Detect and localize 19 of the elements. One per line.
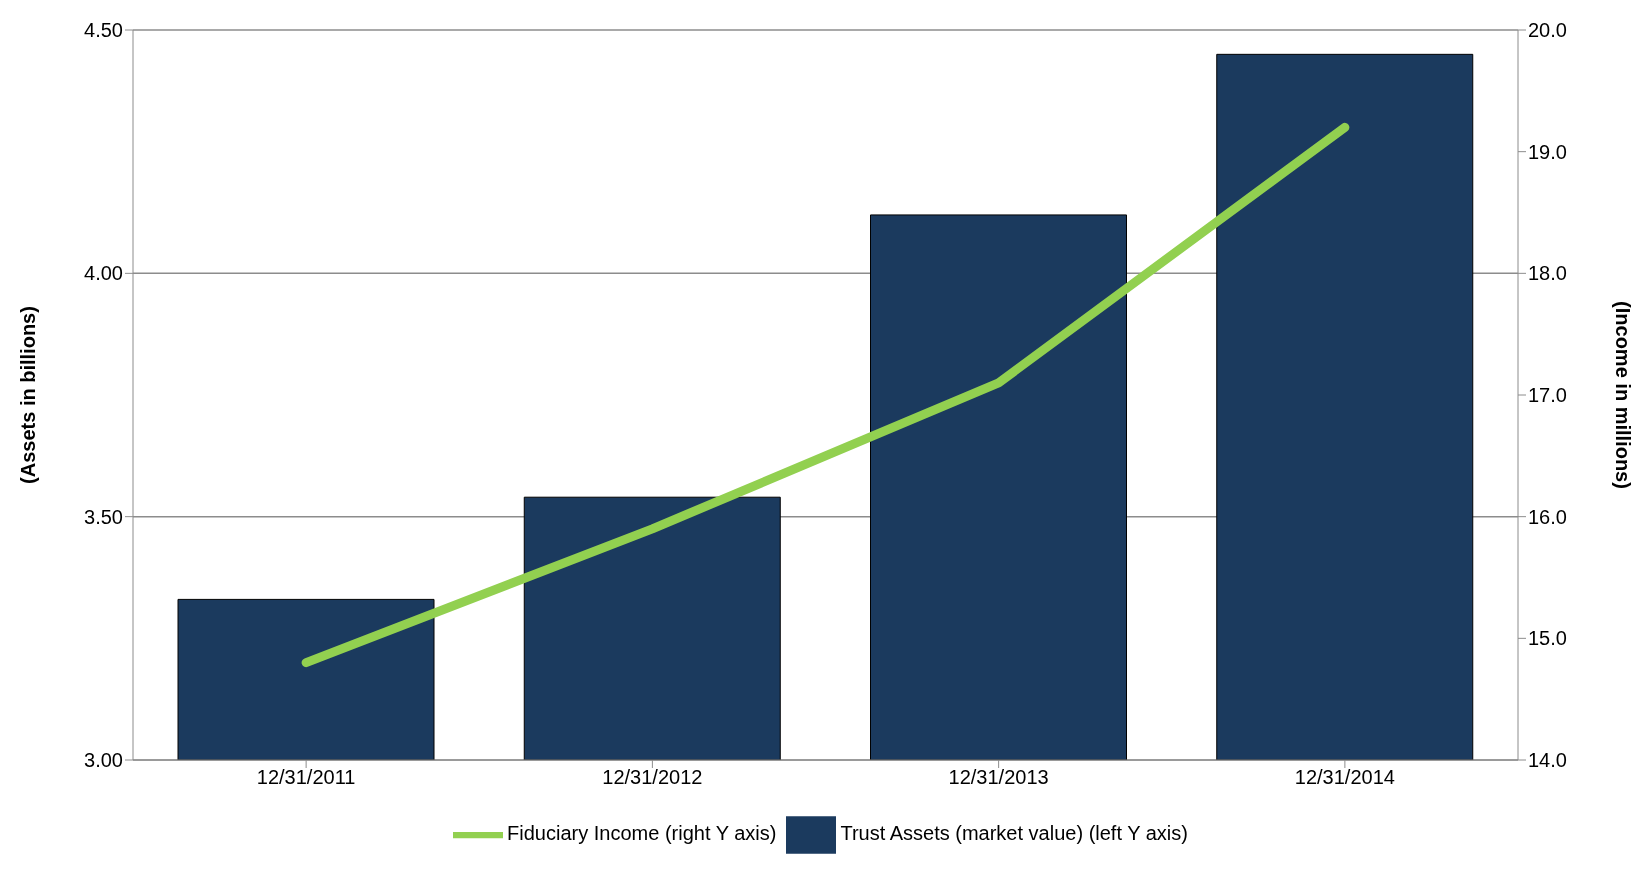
y2-tick-label: 17.0 <box>1528 384 1567 407</box>
y2-tick-label: 15.0 <box>1528 627 1567 650</box>
legend-label: Trust Assets (market value) (left Y axis) <box>840 822 1188 845</box>
y-tick-label: 3.50 <box>84 505 123 528</box>
y2-tick-label: 19.0 <box>1528 140 1567 163</box>
y-axis-title: (Assets in billions) <box>17 306 40 484</box>
x-tick-label: 12/31/2011 <box>256 766 356 789</box>
y-tick-label: 3.00 <box>84 749 123 772</box>
y-tick-label: 4.00 <box>84 262 123 285</box>
y2-axis-title: (Income in millions) <box>1611 301 1634 489</box>
x-tick-label: 12/31/2013 <box>948 766 1049 789</box>
x-tick-label: 12/31/2012 <box>602 766 703 789</box>
y2-tick-label: 20.0 <box>1528 19 1567 42</box>
y2-tick-label: 14.0 <box>1528 749 1567 772</box>
y2-tick-label: 16.0 <box>1528 505 1567 528</box>
legend-label: Fiduciary Income (right Y axis) <box>507 822 777 845</box>
x-tick-label: 12/31/2014 <box>1294 766 1395 789</box>
y-tick-label: 4.50 <box>84 19 123 42</box>
y2-tick-label: 18.0 <box>1528 262 1567 285</box>
